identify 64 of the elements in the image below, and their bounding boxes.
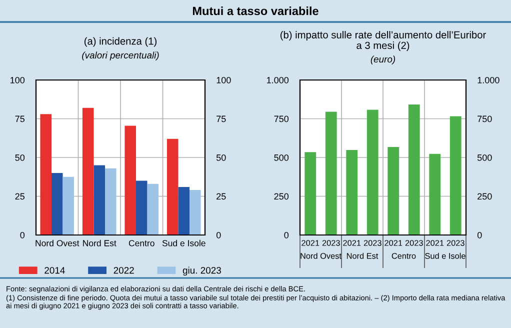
y2-tick-label: 750 (478, 116, 492, 122)
y2-tick-label: 1.000 (478, 76, 500, 84)
x-tick-label: 2021 (426, 240, 444, 246)
text: Nord Ovest (300, 252, 342, 259)
legend-label: 2014 (44, 267, 65, 274)
bar (94, 165, 106, 235)
y2-tick-label: 100 (216, 76, 231, 84)
bar (429, 154, 441, 235)
bar (190, 190, 201, 235)
y-tick-label: 1.000 (266, 76, 289, 84)
bar (366, 110, 378, 235)
bar (166, 138, 178, 235)
y-tick-label: 0 (284, 232, 289, 238)
bar (388, 146, 400, 235)
y2-tick-label: 0 (477, 232, 482, 238)
x-tick-label: 2021 (302, 240, 320, 246)
y2-tick-label: 50 (216, 154, 226, 161)
bar (304, 152, 316, 235)
chart-title: (b) impatto sulle rate dell’aumento dell’Euribor a 3 mesi (2) (280, 31, 486, 51)
y-tick-label: 75 (15, 116, 25, 122)
x-tick-label: Nord Ovest (36, 240, 80, 246)
bar (82, 108, 94, 235)
x-tick-label: 2023 (322, 240, 340, 246)
y-tick-label: 100 (10, 76, 25, 84)
y2-tick-label: 75 (216, 116, 226, 122)
bar (124, 126, 136, 235)
bar (40, 114, 52, 235)
y-tick-label: 50 (15, 154, 25, 161)
legend-label: 2022 (114, 267, 134, 274)
x-tick-label: Nord Est (83, 240, 116, 246)
y2-tick-label: 25 (216, 193, 226, 200)
bar (408, 104, 420, 235)
text: Nord Est (346, 252, 378, 259)
x-tick-label: Sud e Isole (162, 240, 206, 246)
text: Sud e Isole (425, 252, 466, 259)
bar (178, 186, 190, 235)
bar (51, 173, 63, 235)
chart-title: (a) incidenza (1) (84, 37, 156, 47)
bar (62, 176, 74, 235)
x-tick-label: 2023 (364, 240, 382, 246)
x-tick-label: 2023 (446, 240, 464, 246)
y2-tick-label: 250 (478, 193, 492, 200)
x-tick-label: 2021 (343, 240, 361, 246)
bar (325, 112, 337, 235)
y-tick-label: 0 (20, 232, 25, 238)
bar (147, 184, 159, 235)
y-tick-label: 500 (274, 154, 289, 161)
chart-subtitle: (valori percentuali) (82, 52, 159, 60)
y-tick-label: 25 (15, 193, 25, 200)
text: Mutui a tasso variabile (192, 6, 318, 16)
y-tick-label: 250 (274, 193, 289, 200)
bar (136, 180, 148, 235)
bar (105, 168, 116, 235)
text: Centro (392, 253, 416, 259)
y2-tick-label: 500 (477, 154, 492, 161)
y-tick-label: 750 (274, 116, 289, 122)
bar (346, 150, 358, 235)
x-tick-label: 2021 (384, 240, 402, 246)
x-tick-label: Centro (128, 240, 154, 246)
chart-subtitle: (euro) (370, 56, 396, 64)
legend-label: giu. 2023 (182, 266, 221, 276)
y2-tick-label: 0 (216, 232, 221, 238)
bar (450, 116, 462, 235)
x-tick-label: 2023 (405, 240, 423, 246)
